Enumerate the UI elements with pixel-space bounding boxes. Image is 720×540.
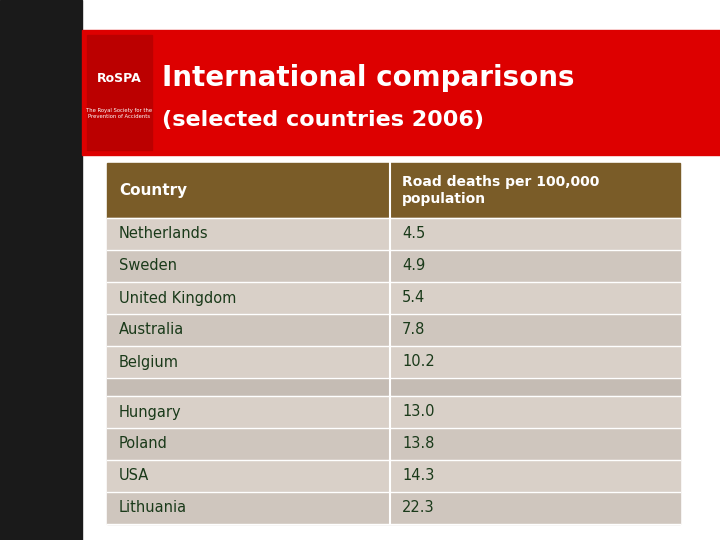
Text: Australia: Australia bbox=[119, 322, 184, 338]
Text: 13.0: 13.0 bbox=[402, 404, 434, 420]
Text: Hungary: Hungary bbox=[119, 404, 181, 420]
Text: Country: Country bbox=[119, 183, 187, 198]
Bar bbox=[107, 460, 680, 492]
Text: Sweden: Sweden bbox=[119, 259, 177, 273]
Bar bbox=[82, 30, 720, 155]
Text: 5.4: 5.4 bbox=[402, 291, 426, 306]
Text: 10.2: 10.2 bbox=[402, 354, 435, 369]
Bar bbox=[0, 0, 82, 540]
Bar bbox=[87, 35, 152, 150]
Bar bbox=[107, 163, 680, 218]
Text: 4.9: 4.9 bbox=[402, 259, 426, 273]
Text: Belgium: Belgium bbox=[119, 354, 179, 369]
Text: Netherlands: Netherlands bbox=[119, 226, 209, 241]
Text: Road deaths per 100,000
population: Road deaths per 100,000 population bbox=[402, 175, 599, 206]
Text: Poland: Poland bbox=[119, 436, 168, 451]
Bar bbox=[107, 428, 680, 460]
Text: United Kingdom: United Kingdom bbox=[119, 291, 236, 306]
Text: 7.8: 7.8 bbox=[402, 322, 426, 338]
Bar bbox=[107, 396, 680, 428]
Text: 13.8: 13.8 bbox=[402, 436, 434, 451]
Bar bbox=[107, 378, 680, 396]
Bar bbox=[107, 250, 680, 282]
Text: 14.3: 14.3 bbox=[402, 469, 434, 483]
Bar bbox=[107, 314, 680, 346]
Text: Lithuania: Lithuania bbox=[119, 501, 187, 516]
Text: International comparisons: International comparisons bbox=[162, 64, 575, 91]
Text: 4.5: 4.5 bbox=[402, 226, 426, 241]
Text: (selected countries 2006): (selected countries 2006) bbox=[162, 110, 484, 130]
Text: The Royal Society for the
Prevention of Accidents: The Royal Society for the Prevention of … bbox=[86, 108, 153, 119]
Bar bbox=[107, 218, 680, 250]
Bar bbox=[107, 282, 680, 314]
Text: 22.3: 22.3 bbox=[402, 501, 435, 516]
Text: USA: USA bbox=[119, 469, 149, 483]
Bar bbox=[107, 346, 680, 378]
Text: RoSPA: RoSPA bbox=[97, 72, 142, 85]
Bar bbox=[107, 492, 680, 524]
